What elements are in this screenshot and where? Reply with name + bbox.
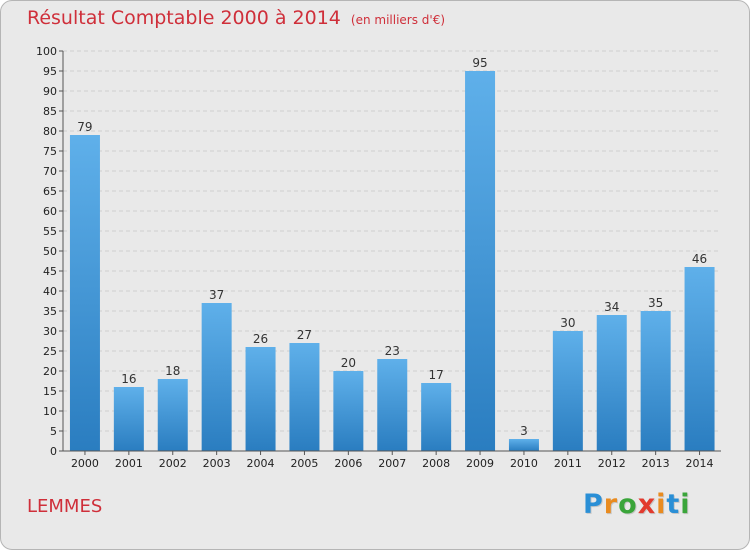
y-tick-label: 75 xyxy=(43,145,57,158)
logo-letter: i xyxy=(680,489,691,520)
x-tick-label: 2004 xyxy=(247,457,275,470)
x-tick-label: 2012 xyxy=(598,457,626,470)
logo-letter: o xyxy=(618,489,638,520)
x-axis-ticks: 2000 2001 2002 2003 2004 2005 2006 2007 2008 2009… xyxy=(71,451,714,470)
bar-value-label: 27 xyxy=(297,328,312,342)
bar xyxy=(289,343,320,451)
y-tick-label: 55 xyxy=(43,225,57,238)
axes xyxy=(62,51,721,452)
bar-value-label: 35 xyxy=(648,296,663,310)
bars: 79 16 18 37 26 27 20 23 17 95 3 30 34 35 46 xyxy=(69,56,715,451)
x-tick-label: 2011 xyxy=(554,457,582,470)
bar xyxy=(333,371,364,451)
logo-letter: P xyxy=(583,489,604,520)
bar xyxy=(596,315,627,451)
logo-letter: x xyxy=(637,489,657,520)
chart-title-text: Résultat Comptable 2000 à 2014 xyxy=(27,7,341,29)
bar-value-label: 20 xyxy=(341,356,356,370)
y-tick-label: 30 xyxy=(43,325,57,338)
x-tick-label: 2007 xyxy=(378,457,406,470)
x-tick-label: 2006 xyxy=(334,457,362,470)
commune-name: LEMMES xyxy=(27,496,103,517)
bar-value-label: 26 xyxy=(253,332,268,346)
x-tick-label: 2000 xyxy=(71,457,99,470)
y-tick-label: 45 xyxy=(43,265,57,278)
y-tick-label: 25 xyxy=(43,345,57,358)
bar xyxy=(684,267,715,451)
bar xyxy=(508,439,539,451)
bar-value-label: 79 xyxy=(77,120,92,134)
bar xyxy=(465,71,496,451)
bar-value-label: 18 xyxy=(165,364,180,378)
y-tick-label: 35 xyxy=(43,305,57,318)
bar xyxy=(201,303,232,451)
y-tick-label: 15 xyxy=(43,385,57,398)
y-tick-label: 0 xyxy=(50,445,57,458)
y-tick-label: 70 xyxy=(43,165,57,178)
y-tick-label: 10 xyxy=(43,405,57,418)
bar xyxy=(377,359,408,451)
bar xyxy=(69,135,100,451)
bar-value-label: 46 xyxy=(692,252,707,266)
bar xyxy=(245,347,276,451)
bar xyxy=(157,379,188,451)
y-tick-label: 80 xyxy=(43,125,57,138)
y-tick-label: 90 xyxy=(43,85,57,98)
x-tick-label: 2009 xyxy=(466,457,494,470)
bar-value-label: 34 xyxy=(604,300,619,314)
y-axis-ticks: 0 5 10 15 20 25 30 35 40 45 50 55 60 65 70 75 80 85 90 95 10… xyxy=(36,45,63,458)
bar xyxy=(421,383,452,451)
x-tick-label: 2014 xyxy=(686,457,714,470)
chart-title: Résultat Comptable 2000 à 2014 (en millie… xyxy=(27,7,445,29)
bar-value-label: 30 xyxy=(560,316,575,330)
bar-value-label: 95 xyxy=(472,56,487,70)
x-tick-label: 2002 xyxy=(159,457,187,470)
y-tick-label: 5 xyxy=(50,425,57,438)
y-tick-label: 20 xyxy=(43,365,57,378)
bar-value-label: 3 xyxy=(520,424,528,438)
x-tick-label: 2001 xyxy=(115,457,143,470)
proxiti-logo: Proxiti xyxy=(583,489,691,520)
logo-letter: r xyxy=(603,489,619,520)
x-tick-label: 2010 xyxy=(510,457,538,470)
y-tick-label: 65 xyxy=(43,185,57,198)
y-tick-label: 60 xyxy=(43,205,57,218)
x-tick-label: 2013 xyxy=(642,457,670,470)
bar xyxy=(113,387,144,451)
y-tick-label: 100 xyxy=(36,45,57,58)
y-tick-label: 40 xyxy=(43,285,57,298)
x-tick-label: 2003 xyxy=(203,457,231,470)
bar-value-label: 16 xyxy=(121,372,136,386)
y-tick-label: 95 xyxy=(43,65,57,78)
logo-letter: i xyxy=(656,489,667,520)
y-tick-label: 50 xyxy=(43,245,57,258)
y-tick-label: 85 xyxy=(43,105,57,118)
x-tick-label: 2005 xyxy=(290,457,318,470)
bar-value-label: 37 xyxy=(209,288,224,302)
bar-value-label: 23 xyxy=(385,344,400,358)
bar xyxy=(640,311,671,451)
x-tick-label: 2008 xyxy=(422,457,450,470)
chart-subtitle: (en milliers d'€) xyxy=(350,13,446,27)
bar xyxy=(552,331,583,451)
logo-letter: t xyxy=(666,489,681,520)
bar-value-label: 17 xyxy=(429,368,444,382)
